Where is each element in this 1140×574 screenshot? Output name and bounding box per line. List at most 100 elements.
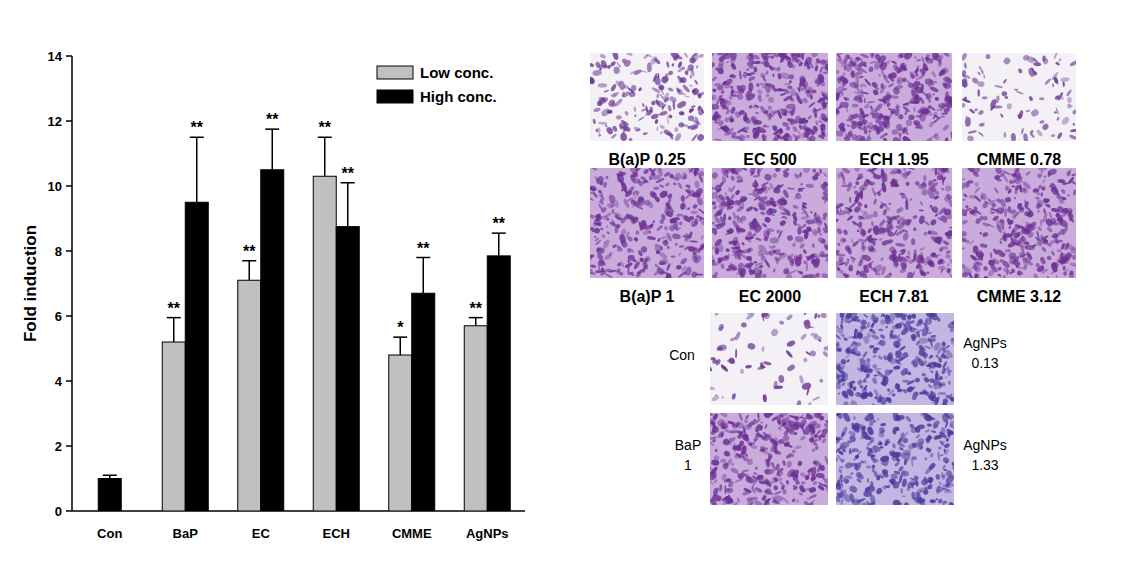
cell <box>660 236 666 240</box>
cell <box>805 184 814 189</box>
cell <box>753 174 761 177</box>
cell <box>883 75 890 81</box>
cell <box>930 187 937 193</box>
cell <box>647 62 652 72</box>
cell <box>690 221 697 227</box>
cell <box>823 243 828 250</box>
cell <box>739 70 742 79</box>
cell <box>616 172 626 177</box>
cell <box>621 129 626 135</box>
cell <box>692 203 699 209</box>
cell <box>718 260 722 264</box>
cell <box>945 254 951 260</box>
cell <box>595 61 602 69</box>
cell <box>590 264 597 268</box>
cell <box>821 98 827 103</box>
cell <box>869 67 874 73</box>
cell <box>937 109 939 112</box>
cell <box>804 91 810 94</box>
cell <box>742 112 747 121</box>
cell <box>797 270 804 275</box>
bar <box>238 280 261 511</box>
bars <box>98 129 510 511</box>
cell <box>807 115 812 120</box>
cell <box>820 90 828 97</box>
cell <box>666 61 670 68</box>
cell <box>726 268 732 272</box>
cell <box>771 53 779 58</box>
cell <box>640 220 647 229</box>
cell <box>914 180 920 186</box>
y-tick-label: 10 <box>48 179 62 194</box>
cell <box>684 174 687 178</box>
cell <box>600 193 603 198</box>
cell <box>1069 59 1076 67</box>
cell <box>637 179 644 186</box>
cell <box>612 221 616 226</box>
cell <box>748 54 753 57</box>
cell <box>935 212 940 217</box>
cell <box>659 261 666 265</box>
cell <box>868 129 872 133</box>
x-tick-label: AgNPs <box>466 526 509 541</box>
cell <box>926 271 929 274</box>
y-tick <box>66 510 72 512</box>
cell <box>933 93 935 95</box>
cell <box>849 57 853 63</box>
cell <box>758 168 764 174</box>
significance-mark: ** <box>493 215 506 232</box>
cell <box>899 53 904 58</box>
cell <box>822 216 827 221</box>
cell <box>712 254 716 263</box>
error-bar <box>265 129 279 170</box>
cell <box>905 219 911 227</box>
cell <box>790 88 795 96</box>
cell <box>698 174 704 183</box>
cell <box>962 53 968 61</box>
cell <box>939 246 945 253</box>
cell <box>596 252 604 261</box>
cell <box>913 227 917 232</box>
cell <box>1019 252 1026 258</box>
cell <box>919 247 925 252</box>
cell <box>900 192 907 199</box>
cell <box>858 173 864 179</box>
cell <box>868 229 871 233</box>
cell <box>943 82 952 89</box>
cell <box>977 81 985 88</box>
y-tick <box>66 315 72 317</box>
cell <box>661 239 669 247</box>
cell <box>682 67 685 70</box>
cell <box>594 213 601 218</box>
cell <box>867 227 873 233</box>
cell <box>714 195 725 206</box>
error-bar-stem <box>173 318 175 342</box>
cell <box>913 107 916 113</box>
cell <box>677 182 683 189</box>
cell <box>765 70 769 75</box>
cell <box>676 213 682 217</box>
cell <box>962 78 969 88</box>
cell <box>969 108 976 114</box>
cell <box>677 61 683 68</box>
micrograph-background <box>836 53 952 141</box>
error-bar <box>167 318 181 342</box>
cell <box>689 84 693 87</box>
cell <box>691 133 699 141</box>
cell <box>864 97 866 103</box>
cell <box>824 199 828 204</box>
annotations: ******************* <box>168 111 506 336</box>
cell <box>600 227 604 231</box>
cell <box>667 193 673 200</box>
cell <box>923 231 928 235</box>
cell <box>768 109 776 117</box>
cell <box>612 125 618 132</box>
cell <box>1014 89 1019 91</box>
cell <box>726 254 730 260</box>
cell <box>946 263 950 267</box>
cell <box>1054 95 1060 101</box>
cell <box>730 185 736 194</box>
cell <box>902 127 907 134</box>
cell <box>941 181 944 186</box>
cell <box>794 53 801 57</box>
